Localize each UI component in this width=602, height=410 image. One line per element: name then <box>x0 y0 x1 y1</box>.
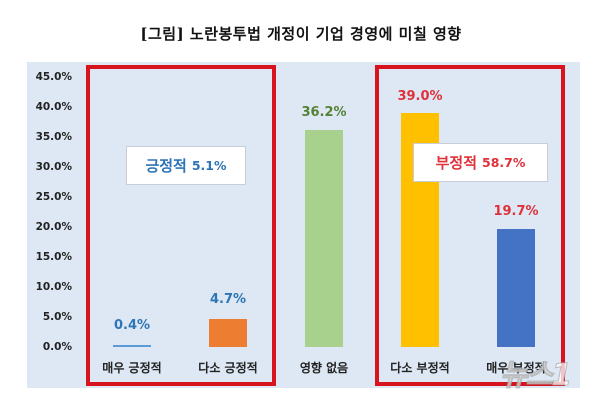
negative-group-value: 58.7% <box>482 155 526 170</box>
y-tick: 15.0% <box>35 251 72 263</box>
bar-no-impact <box>305 130 343 347</box>
negative-group-highlight <box>375 65 565 386</box>
value-label: 36.2% <box>301 105 347 120</box>
positive-group-value: 5.1% <box>191 158 227 173</box>
value-label: 4.7% <box>209 292 247 307</box>
positive-group-annotation: 긍정적 5.1% <box>126 146 246 185</box>
y-tick: 20.0% <box>35 221 72 233</box>
y-tick: 45.0% <box>35 71 72 83</box>
value-label: 19.7% <box>493 204 539 219</box>
category-label: 매우 긍정적 <box>102 361 162 375</box>
positive-group-highlight <box>86 65 276 386</box>
y-tick: 10.0% <box>35 281 72 293</box>
category-label: 매우 부정적 <box>486 361 546 375</box>
category-label: 다소 긍정적 <box>198 361 258 375</box>
value-label: 39.0% <box>397 89 443 104</box>
value-label: 0.4% <box>113 318 151 333</box>
news1-watermark-logo: 뉴스1 <box>500 358 573 394</box>
y-tick: 35.0% <box>35 131 72 143</box>
y-tick: 0.0% <box>42 341 72 353</box>
bar-very-positive <box>113 345 151 347</box>
plot-area <box>27 62 580 388</box>
y-tick: 30.0% <box>35 161 72 173</box>
category-label: 다소 부정적 <box>390 361 450 375</box>
y-tick: 40.0% <box>35 101 72 113</box>
category-label: 영향 없음 <box>299 361 349 375</box>
y-tick: 25.0% <box>35 191 72 203</box>
y-tick: 5.0% <box>42 311 72 323</box>
negative-group-annotation: 부정적 58.7% <box>413 143 548 182</box>
negative-group-name: 부정적 <box>435 154 478 172</box>
positive-group-name: 긍정적 <box>145 157 187 175</box>
bar-somewhat-positive <box>209 319 247 347</box>
chart-title: [그림] 노란봉투법 개정이 기업 경영에 미칠 영향 <box>140 25 462 43</box>
bar-very-negative <box>497 229 535 347</box>
